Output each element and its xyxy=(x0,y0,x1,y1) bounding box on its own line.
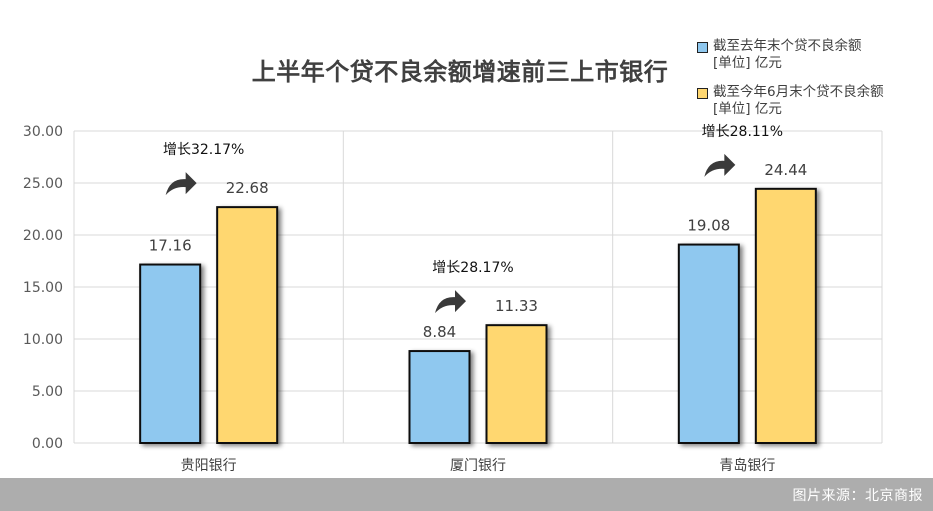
source-credit: 图片来源：北京商报 xyxy=(792,488,923,504)
bar xyxy=(485,324,548,444)
y-tick-label: 5.00 xyxy=(32,384,63,400)
legend-label: 截至今年6月末个贷不良余额 [单位] 亿元 xyxy=(713,84,884,118)
bar-value-label: 11.33 xyxy=(495,297,538,315)
bar-value-label: 24.44 xyxy=(764,161,807,179)
x-category-label: 贵阳银行 xyxy=(181,458,237,474)
y-tick-label: 20.00 xyxy=(23,228,63,244)
y-tick-label: 15.00 xyxy=(23,280,63,296)
growth-label: 增长32.17% xyxy=(163,142,244,158)
legend-label: 截至去年末个贷不良余额 [单位] 亿元 xyxy=(713,38,862,72)
bar xyxy=(754,187,817,444)
bar-value-label: 8.84 xyxy=(423,323,456,341)
growth-label: 增长28.11% xyxy=(702,124,783,140)
x-category-label: 青岛银行 xyxy=(719,458,775,474)
footer-bar: 图片来源：北京商报 xyxy=(0,478,933,511)
growth-arrow-icon xyxy=(704,153,736,177)
x-category-label: 厦门银行 xyxy=(450,458,506,474)
bar-chart: 0.00 5.00 10.00 15.00 20.00 25.00 30.00 17.16 22… xyxy=(23,124,883,474)
bar-value-label: 22.68 xyxy=(226,179,269,197)
bar xyxy=(408,350,471,444)
chart-title: 上半年个贷不良余额增速前三上市银行 xyxy=(251,58,669,86)
legend-swatch-blue xyxy=(697,42,708,53)
growth-arrow-icon xyxy=(165,172,197,196)
y-tick-label: 25.00 xyxy=(23,176,63,192)
legend-swatch-yellow xyxy=(697,88,708,99)
y-tick-label: 0.00 xyxy=(32,436,63,452)
legend-label-line2: [单位] 亿元 xyxy=(713,55,782,71)
legend-label-line2: [单位] 亿元 xyxy=(713,101,782,117)
bar xyxy=(139,263,202,445)
chart-frame: 0.00 5.00 10.00 15.00 20.00 25.00 30.00 17.16 22… xyxy=(22,38,884,474)
y-tick-label: 10.00 xyxy=(23,332,63,348)
bar xyxy=(677,243,740,444)
growth-label: 增长28.17% xyxy=(432,260,513,276)
bar-value-label: 19.08 xyxy=(687,217,730,235)
growth-arrow-icon xyxy=(435,290,466,314)
y-tick-label: 30.00 xyxy=(23,124,63,140)
bar-value-label: 17.16 xyxy=(149,237,192,255)
legend-label-line1: 截至去年末个贷不良余额 xyxy=(713,38,862,54)
bar xyxy=(216,206,279,444)
legend-label-line1: 截至今年6月末个贷不良余额 xyxy=(713,84,884,100)
